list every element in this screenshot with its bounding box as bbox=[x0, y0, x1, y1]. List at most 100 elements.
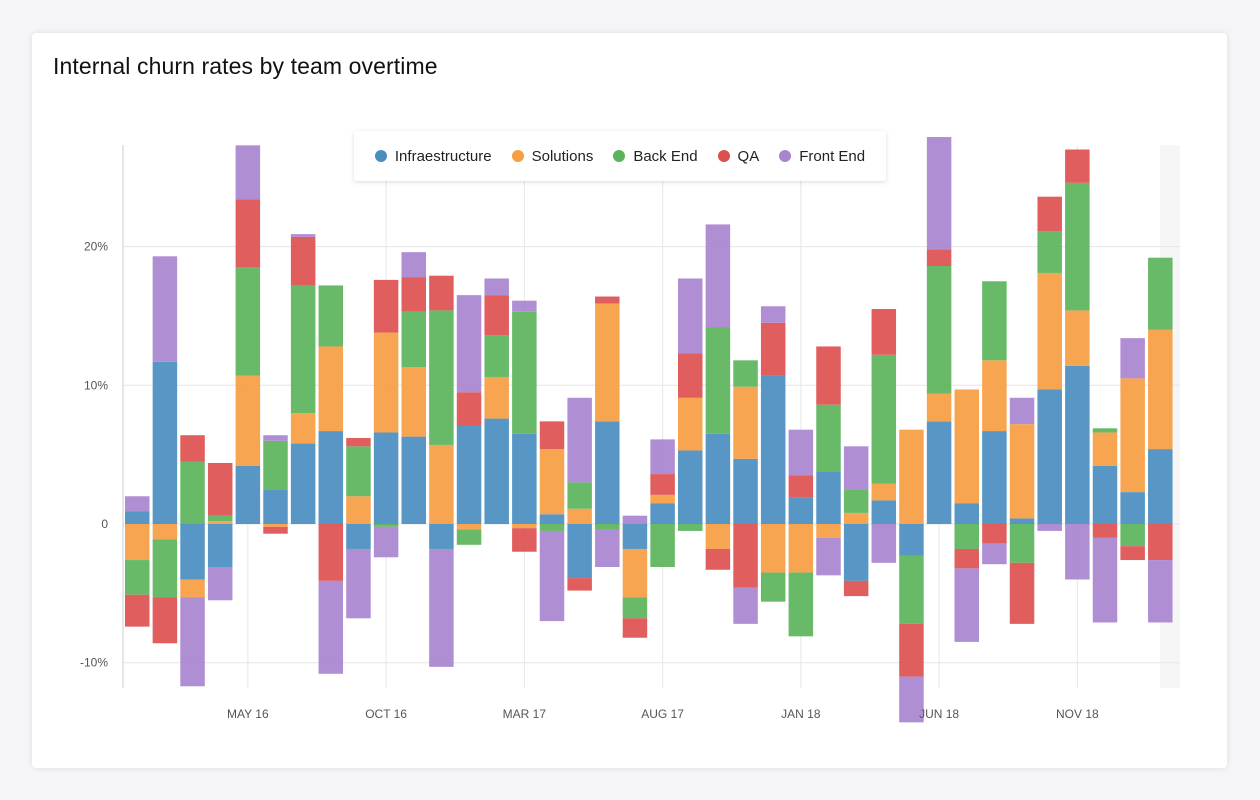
bar-segment-front-end[interactable] bbox=[954, 568, 980, 642]
legend-item-solutions[interactable]: Solutions bbox=[511, 148, 593, 165]
bar-segment-infraestructure[interactable] bbox=[733, 458, 758, 524]
bar-segment-back-end[interactable] bbox=[926, 266, 952, 394]
bar-segment-qa[interactable] bbox=[318, 524, 344, 581]
bar-segment-infraestructure[interactable] bbox=[954, 503, 980, 524]
bar-segment-solutions[interactable] bbox=[346, 496, 371, 524]
bar-segment-qa[interactable] bbox=[484, 295, 509, 336]
bar-segment-back-end[interactable] bbox=[595, 524, 620, 530]
bar-segment-solutions[interactable] bbox=[125, 524, 150, 561]
bar-segment-solutions[interactable] bbox=[871, 483, 897, 501]
bar-segment-qa[interactable] bbox=[1092, 524, 1118, 538]
bar-segment-front-end[interactable] bbox=[595, 529, 620, 567]
bar-segment-solutions[interactable] bbox=[235, 375, 261, 466]
bar-segment-infraestructure[interactable] bbox=[125, 511, 150, 524]
bar-segment-back-end[interactable] bbox=[899, 555, 924, 624]
bar-segment-front-end[interactable] bbox=[290, 234, 316, 237]
bar-segment-front-end[interactable] bbox=[788, 429, 814, 476]
bar-segment-infraestructure[interactable] bbox=[788, 497, 814, 524]
bar-segment-qa[interactable] bbox=[788, 475, 814, 498]
bar-segment-back-end[interactable] bbox=[263, 440, 288, 490]
bar-segment-infraestructure[interactable] bbox=[705, 433, 731, 524]
bar-segment-infraestructure[interactable] bbox=[290, 443, 316, 524]
bar-segment-solutions[interactable] bbox=[401, 367, 427, 437]
bar-segment-solutions[interactable] bbox=[180, 579, 205, 598]
bar-segment-qa[interactable] bbox=[539, 421, 565, 450]
bar-segment-solutions[interactable] bbox=[1009, 424, 1035, 519]
bar-segment-front-end[interactable] bbox=[733, 587, 758, 624]
bar-segment-qa[interactable] bbox=[871, 309, 897, 355]
bar-segment-back-end[interactable] bbox=[1148, 257, 1173, 330]
bar-segment-solutions[interactable] bbox=[456, 524, 482, 530]
bar-segment-solutions[interactable] bbox=[290, 413, 316, 444]
bar-segment-front-end[interactable] bbox=[512, 300, 537, 312]
bar-segment-qa[interactable] bbox=[1009, 562, 1035, 624]
bar-segment-qa[interactable] bbox=[180, 435, 205, 462]
bar-segment-front-end[interactable] bbox=[843, 446, 869, 490]
bar-segment-front-end[interactable] bbox=[318, 580, 344, 674]
bar-segment-qa[interactable] bbox=[595, 296, 620, 304]
bar-segment-solutions[interactable] bbox=[926, 393, 952, 422]
bar-segment-front-end[interactable] bbox=[622, 515, 648, 524]
bar-segment-infraestructure[interactable] bbox=[871, 500, 897, 524]
bar-segment-back-end[interactable] bbox=[816, 404, 841, 472]
bar-segment-solutions[interactable] bbox=[429, 444, 454, 524]
bar-segment-solutions[interactable] bbox=[1148, 329, 1173, 450]
bar-segment-infraestructure[interactable] bbox=[207, 524, 233, 567]
bar-segment-solutions[interactable] bbox=[788, 524, 814, 573]
bar-segment-infraestructure[interactable] bbox=[760, 375, 786, 524]
bar-segment-back-end[interactable] bbox=[290, 285, 316, 414]
bar-segment-back-end[interactable] bbox=[622, 597, 648, 619]
legend-item-infraestructure[interactable]: Infraestructure bbox=[374, 148, 492, 165]
bar-segment-front-end[interactable] bbox=[982, 543, 1007, 565]
bar-segment-infraestructure[interactable] bbox=[1092, 465, 1118, 524]
bar-segment-solutions[interactable] bbox=[899, 429, 924, 524]
bar-segment-infraestructure[interactable] bbox=[650, 503, 675, 524]
bar-segment-infraestructure[interactable] bbox=[1037, 389, 1062, 524]
bar-segment-infraestructure[interactable] bbox=[318, 431, 344, 524]
bar-segment-solutions[interactable] bbox=[760, 524, 786, 573]
bar-segment-back-end[interactable] bbox=[705, 327, 731, 434]
bar-segment-back-end[interactable] bbox=[760, 572, 786, 602]
legend-item-back-end[interactable]: Back End bbox=[613, 148, 698, 165]
bar-segment-solutions[interactable] bbox=[263, 524, 288, 527]
bar-segment-front-end[interactable] bbox=[567, 397, 592, 483]
bar-segment-infraestructure[interactable] bbox=[982, 431, 1007, 524]
bar-segment-qa[interactable] bbox=[125, 594, 150, 627]
bar-segment-qa[interactable] bbox=[954, 548, 980, 569]
bar-segment-front-end[interactable] bbox=[760, 306, 786, 323]
bar-segment-qa[interactable] bbox=[152, 597, 178, 644]
bar-segment-solutions[interactable] bbox=[207, 521, 233, 524]
bar-segment-front-end[interactable] bbox=[899, 676, 924, 723]
bar-segment-front-end[interactable] bbox=[263, 435, 288, 441]
bar-segment-solutions[interactable] bbox=[1092, 432, 1118, 466]
bar-segment-qa[interactable] bbox=[1065, 149, 1090, 183]
bar-segment-back-end[interactable] bbox=[346, 446, 371, 497]
bar-segment-solutions[interactable] bbox=[512, 524, 537, 529]
bar-segment-back-end[interactable] bbox=[1120, 524, 1145, 547]
bar-segment-solutions[interactable] bbox=[733, 386, 758, 459]
bar-segment-back-end[interactable] bbox=[152, 539, 178, 598]
bar-segment-back-end[interactable] bbox=[401, 311, 427, 368]
bar-segment-qa[interactable] bbox=[456, 392, 482, 426]
bar-segment-qa[interactable] bbox=[263, 526, 288, 534]
bar-segment-back-end[interactable] bbox=[1092, 428, 1118, 433]
bar-segment-infraestructure[interactable] bbox=[401, 436, 427, 524]
bar-segment-front-end[interactable] bbox=[373, 526, 399, 558]
bar-segment-qa[interactable] bbox=[429, 275, 454, 311]
bar-segment-back-end[interactable] bbox=[1037, 231, 1062, 273]
bar-segment-front-end[interactable] bbox=[1148, 560, 1173, 623]
bar-segment-back-end[interactable] bbox=[954, 524, 980, 549]
bar-segment-back-end[interactable] bbox=[1065, 182, 1090, 311]
bar-segment-infraestructure[interactable] bbox=[899, 524, 924, 556]
bar-segment-qa[interactable] bbox=[207, 462, 233, 516]
bar-segment-infraestructure[interactable] bbox=[843, 524, 869, 581]
bar-segment-qa[interactable] bbox=[373, 279, 399, 333]
bar-segment-front-end[interactable] bbox=[180, 597, 205, 687]
bar-segment-qa[interactable] bbox=[705, 548, 731, 570]
bar-segment-qa[interactable] bbox=[843, 580, 869, 597]
bar-segment-qa[interactable] bbox=[567, 578, 592, 591]
bar-segment-back-end[interactable] bbox=[788, 572, 814, 637]
bar-segment-front-end[interactable] bbox=[207, 566, 233, 601]
bar-segment-back-end[interactable] bbox=[373, 524, 399, 527]
bar-segment-solutions[interactable] bbox=[318, 346, 344, 432]
